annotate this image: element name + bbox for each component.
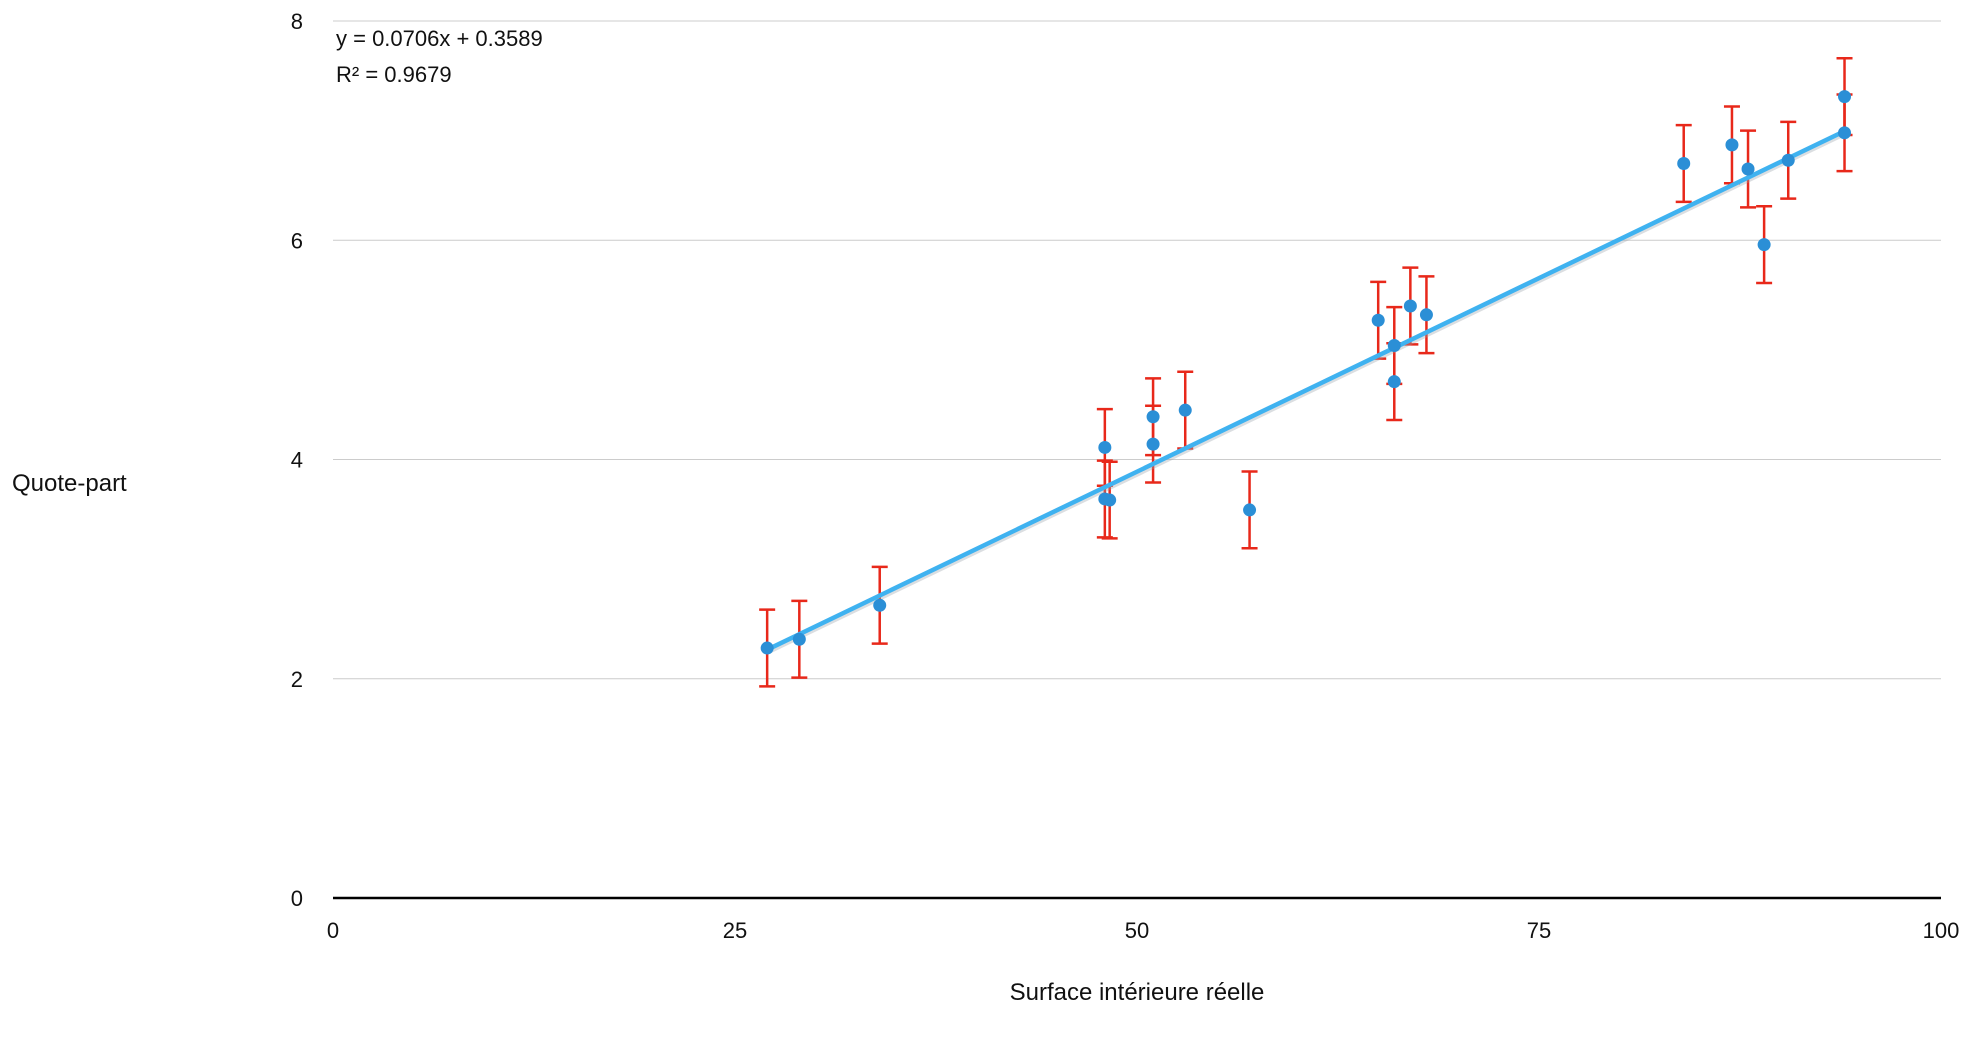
y-tick-label-4: 8	[291, 9, 303, 34]
data-point-11	[1387, 338, 1401, 352]
data-point-19	[1781, 153, 1795, 167]
data-point-16	[1725, 138, 1739, 152]
gridlines	[333, 20, 1941, 680]
y-tick-label-1: 2	[291, 667, 303, 692]
trendline	[764, 128, 1849, 655]
y-tick-label-3: 6	[291, 228, 303, 253]
x-tick-label-2: 50	[1125, 918, 1149, 943]
data-point-13	[1403, 299, 1417, 313]
x-axis-title: Surface intérieure réelle	[1010, 979, 1265, 1006]
data-point-21	[1838, 126, 1852, 140]
data-point-15	[1677, 157, 1691, 171]
data-point-3	[1098, 440, 1112, 454]
data-point-2	[873, 598, 887, 612]
x-tick-label-0: 0	[327, 918, 339, 943]
trendline-r-squared: R² = 0.9679	[336, 62, 452, 87]
data-point-18	[1757, 238, 1771, 252]
data-point-6	[1146, 410, 1160, 424]
data-point-8	[1178, 403, 1192, 417]
data-point-10	[1371, 313, 1385, 327]
x-tick-label-4: 100	[1923, 918, 1960, 943]
y-axis-title: Quote-part	[12, 470, 127, 497]
data-point-12	[1387, 375, 1401, 389]
data-point-17	[1741, 162, 1755, 176]
x-tick-label-1: 25	[723, 918, 747, 943]
data-point-0	[760, 641, 774, 655]
y-tick-label-2: 4	[291, 448, 303, 473]
data-point-7	[1146, 437, 1160, 451]
y-tick-label-0: 0	[291, 886, 303, 911]
trendline-equation: y = 0.0706x + 0.3589	[336, 26, 543, 51]
data-points	[760, 90, 1852, 655]
x-tick-label-3: 75	[1527, 918, 1551, 943]
data-point-5	[1103, 493, 1117, 507]
data-point-9	[1243, 503, 1257, 517]
data-point-1	[792, 632, 806, 646]
data-point-20	[1838, 90, 1852, 104]
data-point-14	[1419, 308, 1433, 322]
trendline-line	[764, 128, 1847, 652]
tick-labels: 0 2 4 6 8 0 25 50 75 100	[291, 9, 1960, 943]
error-bars	[759, 57, 1853, 688]
